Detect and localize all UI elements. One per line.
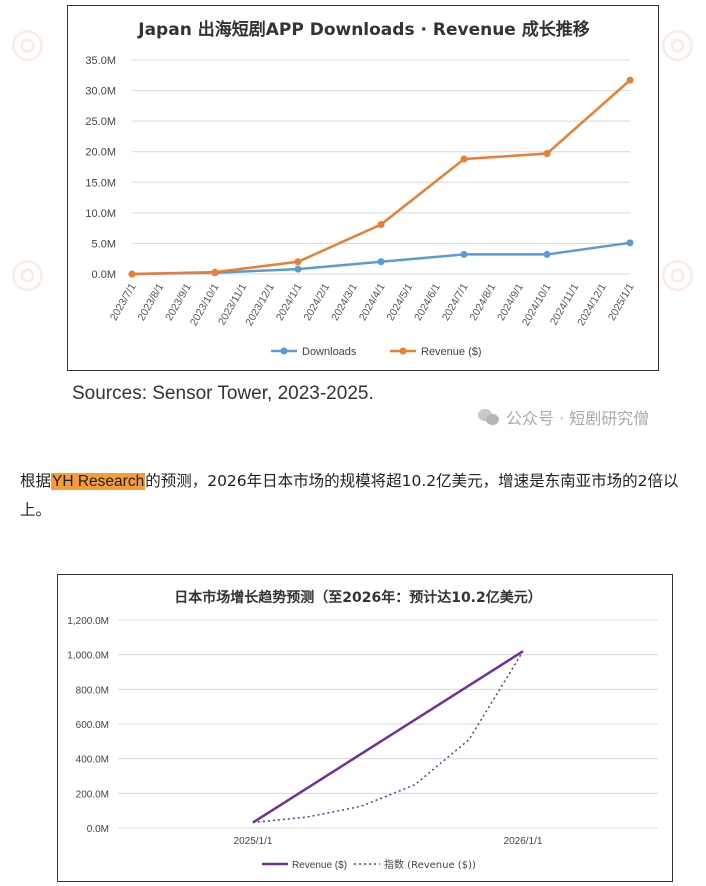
x-tick-label: 2024/3/1 [329,281,360,323]
paragraph-text-before: 根据 [20,472,52,490]
data-point [543,250,551,258]
wechat-account: 公众号 · 短剧研究僧 [478,405,649,429]
y-tick-label: 30.0M [85,86,116,98]
x-tick-label: 2024/1/1 [274,281,305,323]
x-tick-label: 2024/9/1 [495,281,526,323]
chart-title: 日本市场增长趋势预测（至2026年：预计达10.2亿美元） [174,589,542,606]
y-tick-label: 600.0M [76,720,109,731]
y-tick-label: 10.0M [85,208,116,220]
y-tick-label: 5.0M [92,238,116,250]
y-tick-label: 800.0M [76,685,109,696]
legend-label: 指数 (Revenue ($)) [384,858,476,871]
y-tick-label: 1,000.0M [67,651,109,662]
x-tick-label: 2025/1/1 [606,281,637,323]
watermark: ◎ [10,20,45,66]
downloads-revenue-chart-svg: Japan 出海短剧APP Downloads · Revenue 成长推移 0.… [85,19,637,358]
x-tick-label: 2024/4/1 [357,281,388,323]
data-point [211,268,219,276]
data-point [543,150,551,158]
watermark: ◎ [10,250,45,296]
y-tick-label: 0.0M [92,269,116,281]
series-line [252,650,524,824]
data-point [626,76,634,84]
data-point [128,270,136,278]
y-tick-label: 400.0M [76,755,109,766]
data-point [460,155,468,163]
downloads-revenue-chart: Japan 出海短剧APP Downloads · Revenue 成长推移 0.… [67,5,659,371]
paragraph-text-after: 的预测，2026年日本市场的规模将超10.2亿美元，增速是东南亚市场的2倍以上。 [20,472,679,519]
y-tick-label: 200.0M [76,789,109,800]
y-tick-label: 0.0M [87,824,109,835]
data-point [460,250,468,258]
wechat-account-label: 公众号 · 短剧研究僧 [506,409,650,428]
legend-label: Revenue ($) [421,346,482,358]
japan-forecast-chart: 日本市场增长趋势预测（至2026年：预计达10.2亿美元） 0.0M 200.0M 4… [57,574,673,882]
legend-marker [399,347,407,355]
sources-caption: Sources: Sensor Tower, 2023-2025. [72,383,374,404]
x-tick-label: 2023/7/1 [108,281,139,323]
legend-label: Downloads [302,346,357,358]
data-point [626,239,634,247]
x-tick-label: 2024/6/1 [412,281,443,323]
x-tick-label: 2026/1/1 [504,836,543,847]
x-tick-label: 2023/8/1 [135,281,166,323]
legend-label: Revenue ($) [292,860,347,871]
y-tick-label: 15.0M [85,177,116,189]
wechat-icon [478,409,500,425]
data-point [377,258,385,266]
y-tick-label: 1,200.0M [67,616,109,627]
legend-marker [280,347,288,355]
chart-title: Japan 出海短剧APP Downloads · Revenue 成长推移 [137,19,590,40]
data-point [294,258,302,266]
x-tick-label: 2023/9/1 [163,281,194,323]
highlighted-source: YH Research [51,473,146,490]
watermark: ◎ [660,20,695,66]
x-tick-label: 2024/5/1 [384,281,415,323]
watermark: ◎ [660,250,695,296]
forecast-paragraph: 根据YH Research的预测，2026年日本市场的规模将超10.2亿美元，增… [20,467,700,524]
data-point [294,265,302,273]
x-tick-label: 2024/2/1 [301,281,332,323]
x-tick-label: 2025/1/1 [234,836,273,847]
x-tick-label: 2024/8/1 [467,281,498,323]
series-line [252,650,524,824]
y-tick-label: 20.0M [85,147,116,159]
y-tick-label: 35.0M [85,55,116,67]
data-point [377,220,385,228]
y-tick-label: 25.0M [85,116,116,128]
x-tick-label: 2024/7/1 [440,281,471,323]
japan-forecast-chart-svg: 日本市场增长趋势预测（至2026年：预计达10.2亿美元） 0.0M 200.0M 4… [67,589,658,871]
series-line [131,79,631,276]
